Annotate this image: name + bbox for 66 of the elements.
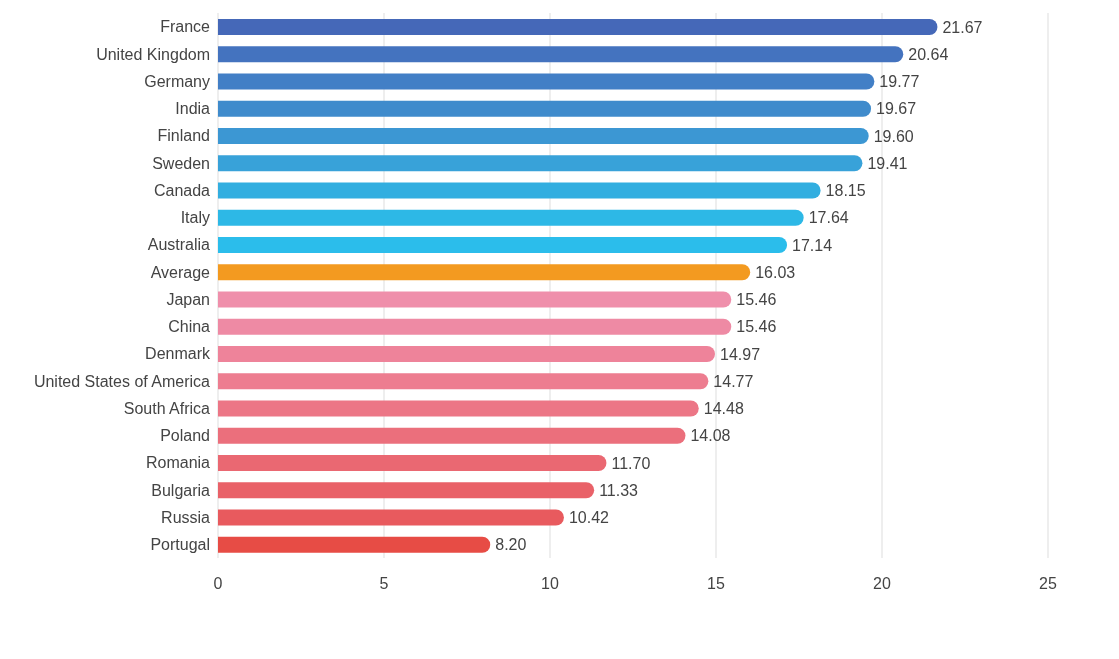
y-tick-label: Canada <box>153 181 211 199</box>
data-label: 20.64 <box>908 45 949 63</box>
y-tick-label: Denmark <box>145 345 211 363</box>
y-tick-label: France <box>160 18 211 36</box>
x-tick-label: 20 <box>873 575 891 593</box>
data-label: 14.77 <box>713 372 754 390</box>
bar <box>218 373 709 390</box>
x-tick-label: 0 <box>213 575 223 593</box>
data-label: 19.41 <box>867 154 908 172</box>
bar <box>218 182 821 199</box>
bar <box>218 264 751 281</box>
x-tick-label: 10 <box>541 575 559 593</box>
y-tick-label: Italy <box>180 209 210 227</box>
data-label: 19.67 <box>876 100 917 118</box>
bar <box>218 427 686 444</box>
y-tick-label: China <box>168 318 211 336</box>
data-label: 11.33 <box>599 481 639 499</box>
bar <box>218 346 715 362</box>
bar <box>218 318 732 335</box>
data-label: 15.46 <box>736 318 777 336</box>
y-tick-label: Finland <box>157 127 210 145</box>
y-tick-label: Australia <box>147 236 211 254</box>
y-tick-label: Bulgaria <box>151 481 211 499</box>
x-tick-label: 25 <box>1039 575 1057 593</box>
data-label: 18.15 <box>825 182 866 200</box>
y-tick-label: Russia <box>161 508 211 526</box>
y-tick-label: Sweden <box>152 154 210 172</box>
data-label: 8.20 <box>495 536 527 554</box>
data-label: 14.48 <box>703 400 744 418</box>
data-label: 14.08 <box>690 427 731 445</box>
y-tick-label: Romania <box>145 454 211 472</box>
data-label: 14.97 <box>720 345 761 363</box>
y-tick-label: United Kingdom <box>96 45 210 63</box>
y-tick-label: Germany <box>144 72 210 90</box>
x-tick-label: 5 <box>379 575 389 593</box>
data-label: 19.60 <box>873 127 914 145</box>
data-label: 16.03 <box>755 263 796 281</box>
y-tick-label: Japan <box>166 290 210 308</box>
bar <box>218 237 788 253</box>
data-label: 19.77 <box>879 73 920 91</box>
bar <box>218 209 804 226</box>
data-label: 15.46 <box>736 291 777 309</box>
bar <box>218 509 564 526</box>
bar <box>218 455 607 471</box>
x-tick-label: 15 <box>707 575 725 593</box>
data-label: 10.42 <box>568 509 610 527</box>
data-label: 11.70 <box>611 454 651 472</box>
data-label: 17.14 <box>792 236 833 254</box>
bar <box>218 128 869 144</box>
bar <box>218 19 938 35</box>
y-tick-label: United States of America <box>33 372 211 390</box>
bar <box>218 482 595 499</box>
bar <box>218 155 863 172</box>
data-label: 21.67 <box>942 18 983 36</box>
y-tick-label: Poland <box>160 427 210 445</box>
bar <box>218 536 491 553</box>
bar <box>218 46 904 63</box>
bar <box>218 400 699 417</box>
bar <box>218 291 732 308</box>
y-tick-label: Average <box>150 263 211 281</box>
data-label: 17.64 <box>808 209 849 227</box>
y-tick-label: India <box>175 100 211 118</box>
bar <box>218 73 875 90</box>
bar <box>218 100 872 117</box>
y-tick-label: Portugal <box>150 536 210 554</box>
y-tick-label: South Africa <box>123 399 211 417</box>
